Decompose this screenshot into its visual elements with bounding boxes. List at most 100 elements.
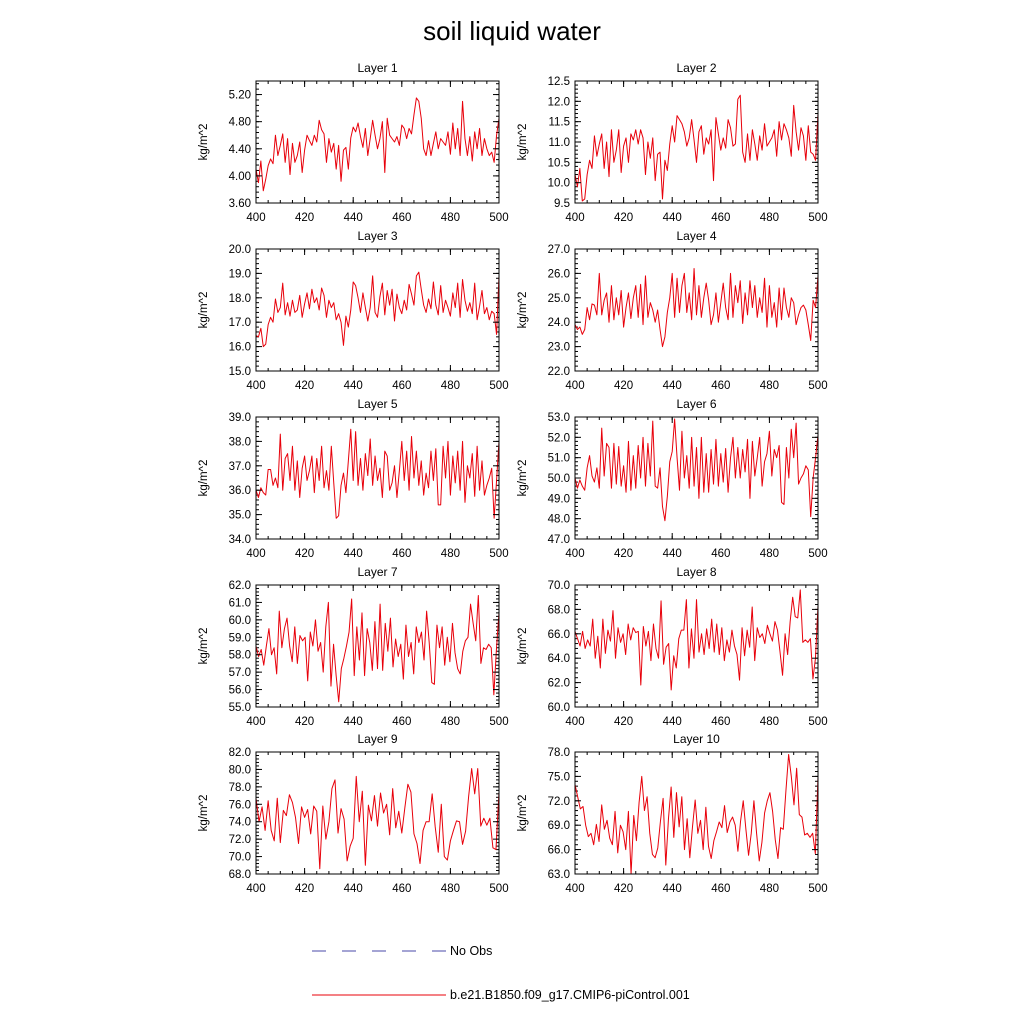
x-tick-label: 440 xyxy=(663,212,682,224)
y-tick-label: 59.0 xyxy=(229,632,251,644)
y-tick-label: 70.0 xyxy=(548,580,570,592)
y-tick-label: 66.0 xyxy=(548,845,570,857)
y-axis-label: kg/m^2 xyxy=(517,124,529,161)
series-line xyxy=(574,589,819,691)
y-tick-label: 34.0 xyxy=(229,534,251,546)
y-tick-label: 61.0 xyxy=(229,597,251,609)
panel-layer-1: 400 420 440 460 480 500 3.60 4.00 4.40 4.80 5.20 La… xyxy=(198,61,509,224)
y-tick-label: 78.0 xyxy=(229,782,251,794)
x-tick-label: 440 xyxy=(663,883,682,895)
plot-frame xyxy=(255,80,500,204)
y-tick-label: 10.5 xyxy=(548,157,570,169)
x-tick-label: 460 xyxy=(711,380,730,392)
panel-layer-3: 400 420 440 460 480 500 15.0 16.0 17.0 18.0 19.0 20… xyxy=(198,229,509,392)
x-tick-label: 500 xyxy=(808,380,827,392)
x-tick-label: 460 xyxy=(392,212,411,224)
x-tick-label: 420 xyxy=(614,380,633,392)
x-tick-label: 400 xyxy=(246,883,265,895)
y-tick-label: 4.40 xyxy=(229,144,251,156)
x-tick-label: 420 xyxy=(614,212,633,224)
minor-ticks xyxy=(255,248,500,372)
y-tick-label: 69.0 xyxy=(548,820,570,832)
y-tick-label: 62.0 xyxy=(548,678,570,690)
y-tick-label: 26.0 xyxy=(548,268,570,280)
y-axis-label: kg/m^2 xyxy=(198,795,210,832)
panel-title: Layer 9 xyxy=(357,732,397,746)
y-tick-label: 82.0 xyxy=(229,747,251,759)
x-tick-label: 400 xyxy=(565,883,584,895)
x-tick-label: 400 xyxy=(565,548,584,560)
panel-layer-9: 400 420 440 460 480 500 68.0 70.0 72.0 74.0 76.0 78… xyxy=(198,732,509,895)
x-tick-label: 420 xyxy=(295,548,314,560)
y-tick-label: 53.0 xyxy=(548,412,570,424)
y-tick-label: 60.0 xyxy=(548,702,570,714)
y-tick-label: 80.0 xyxy=(229,764,251,776)
x-tick-label: 480 xyxy=(441,548,460,560)
minor-ticks xyxy=(574,416,819,540)
x-tick-label: 480 xyxy=(760,883,779,895)
x-tick-label: 500 xyxy=(489,380,508,392)
panel-title: Layer 3 xyxy=(357,229,397,243)
x-tick-label: 480 xyxy=(441,380,460,392)
x-tick-label: 480 xyxy=(760,212,779,224)
x-tick-label: 440 xyxy=(344,212,363,224)
x-tick-label: 420 xyxy=(614,548,633,560)
x-tick-label: 500 xyxy=(808,883,827,895)
x-tick-label: 480 xyxy=(760,548,779,560)
plot-frame xyxy=(255,584,500,708)
figure-title: soil liquid water xyxy=(423,16,601,46)
panel-title: Layer 8 xyxy=(676,565,716,579)
series-line xyxy=(574,94,819,202)
y-tick-label: 11.0 xyxy=(548,137,570,149)
plot-frame xyxy=(574,248,819,372)
y-tick-label: 49.0 xyxy=(548,493,570,505)
y-tick-label: 12.5 xyxy=(548,76,570,88)
y-axis-label: kg/m^2 xyxy=(517,628,529,665)
y-tick-label: 57.0 xyxy=(229,667,251,679)
x-tick-label: 500 xyxy=(489,883,508,895)
x-tick-label: 480 xyxy=(760,716,779,728)
series-line xyxy=(574,753,819,875)
panel-title: Layer 5 xyxy=(357,397,397,411)
y-tick-label: 68.0 xyxy=(548,604,570,616)
y-tick-label: 66.0 xyxy=(548,629,570,641)
y-tick-label: 20.0 xyxy=(229,244,251,256)
x-tick-label: 440 xyxy=(344,380,363,392)
y-tick-label: 63.0 xyxy=(548,869,570,881)
plot-frame xyxy=(255,248,500,372)
plot-frame xyxy=(574,751,819,875)
y-tick-label: 4.80 xyxy=(229,117,251,129)
y-tick-label: 52.0 xyxy=(548,432,570,444)
minor-ticks xyxy=(255,584,500,708)
series-line xyxy=(255,428,500,519)
x-tick-label: 420 xyxy=(295,883,314,895)
series-line xyxy=(255,97,500,192)
y-tick-label: 27.0 xyxy=(548,244,570,256)
minor-ticks xyxy=(574,80,819,204)
y-axis-label: kg/m^2 xyxy=(198,292,210,329)
y-tick-label: 60.0 xyxy=(229,615,251,627)
y-tick-label: 35.0 xyxy=(229,510,251,522)
panel-title: Layer 6 xyxy=(676,397,716,411)
x-tick-label: 460 xyxy=(711,212,730,224)
y-tick-label: 19.0 xyxy=(229,268,251,280)
x-tick-label: 420 xyxy=(295,716,314,728)
y-tick-label: 17.0 xyxy=(229,317,251,329)
panel-title: Layer 2 xyxy=(676,61,716,75)
x-tick-label: 460 xyxy=(392,380,411,392)
y-tick-label: 11.5 xyxy=(548,117,570,129)
x-tick-label: 400 xyxy=(565,212,584,224)
panel-layer-7: 400 420 440 460 480 500 55.0 56.0 57.0 58.0 59.0 60… xyxy=(198,565,509,728)
x-tick-label: 400 xyxy=(246,212,265,224)
panels: 400 420 440 460 480 500 3.60 4.00 4.40 4.80 5.20 La… xyxy=(198,61,828,895)
x-tick-label: 500 xyxy=(489,212,508,224)
x-tick-label: 440 xyxy=(663,716,682,728)
y-tick-label: 55.0 xyxy=(229,702,251,714)
panel-title: Layer 10 xyxy=(673,732,720,746)
y-tick-label: 39.0 xyxy=(229,412,251,424)
y-tick-label: 68.0 xyxy=(229,869,251,881)
legend-label-no-obs: No Obs xyxy=(450,944,492,958)
x-tick-label: 460 xyxy=(711,548,730,560)
x-tick-label: 500 xyxy=(808,212,827,224)
minor-ticks xyxy=(255,81,500,204)
